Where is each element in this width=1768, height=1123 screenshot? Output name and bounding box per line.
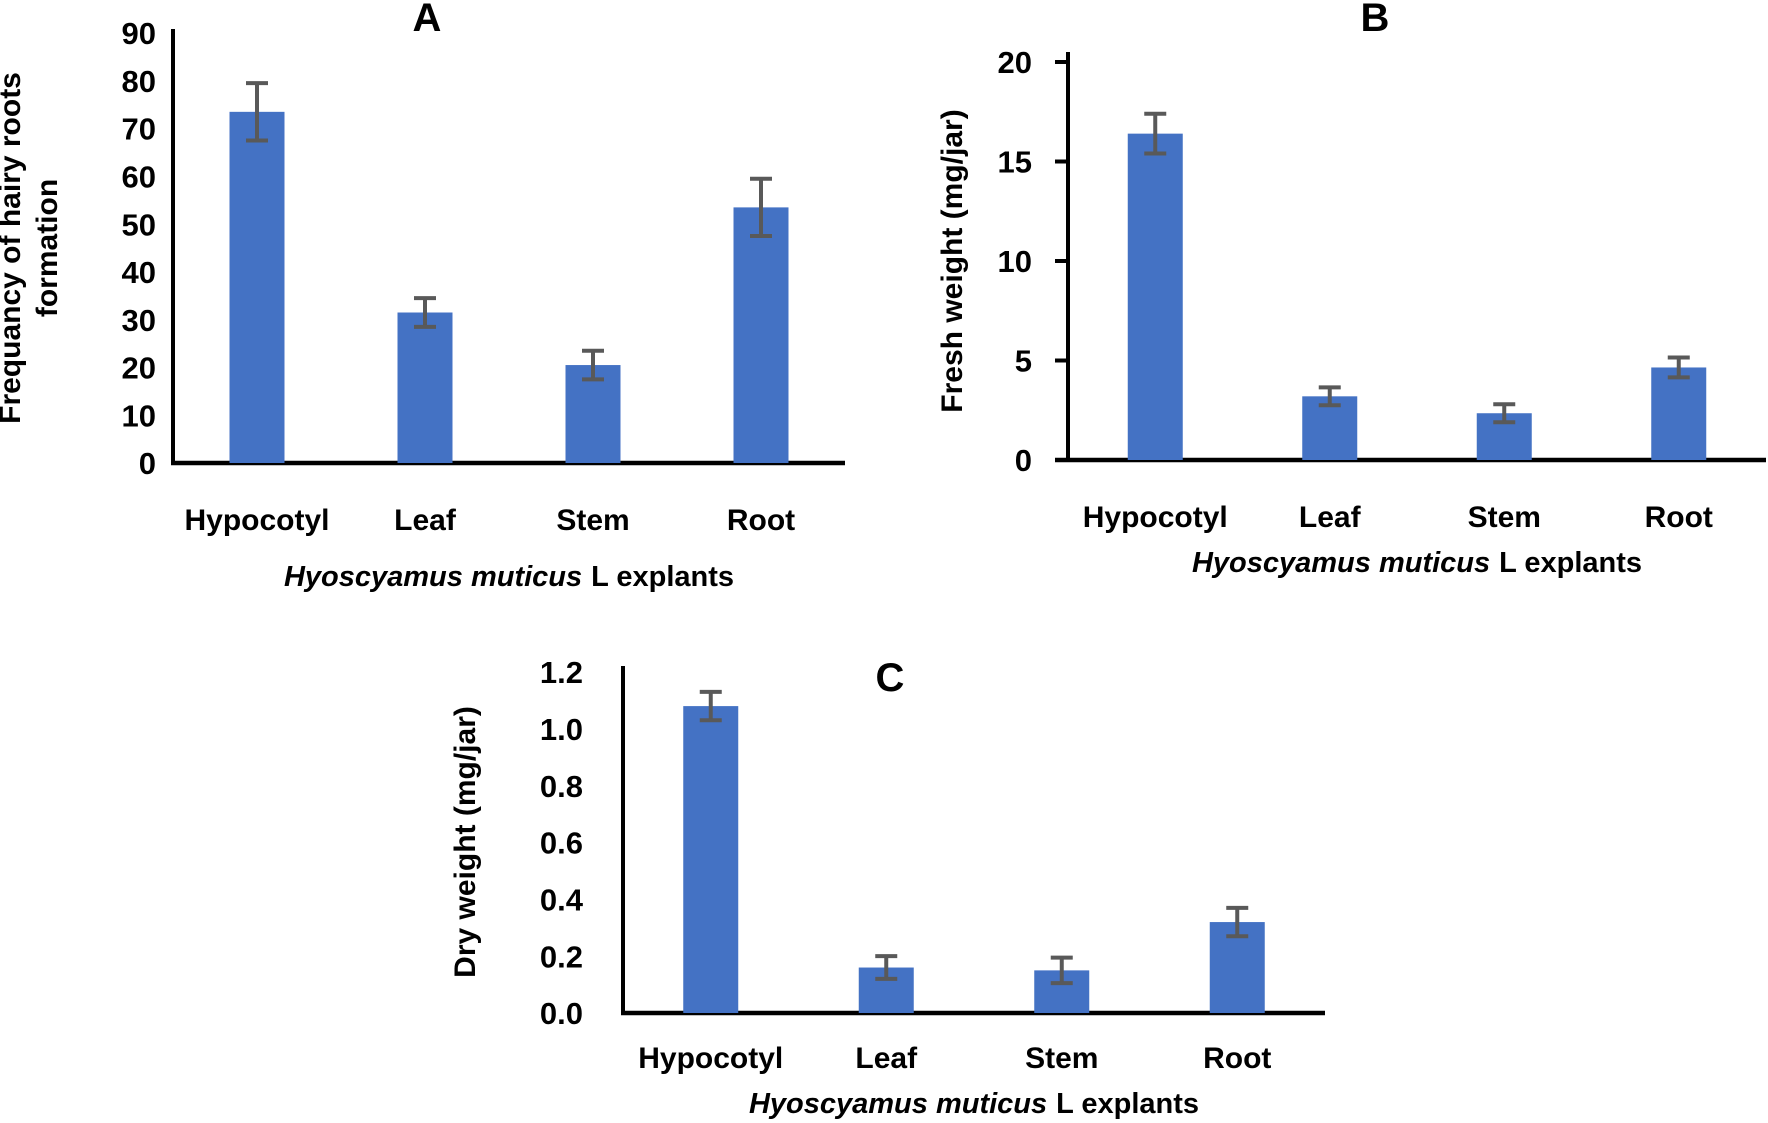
bar-chart-b: 0 5 10 15 20 Hypocotyl Leaf Stem RootHyoscyamus …	[936, 45, 1766, 579]
y-tick-label: 40	[122, 255, 156, 290]
y-tick-label: 30	[122, 303, 156, 338]
x-axis-title: Hyoscyamus muticus L explants	[1192, 547, 1642, 579]
category-label: Leaf	[1299, 501, 1362, 534]
bar-hypocotyl	[683, 706, 739, 1013]
y-tick-label: 0.0	[540, 996, 583, 1031]
chart-panel-a: A 0 10 20 30 40 50 60 70 80 90 Hypocotyl Leaf Stem Ro…	[0, 0, 880, 600]
category-label: Root	[1203, 1042, 1271, 1075]
y-tick-label: 50	[122, 207, 156, 242]
y-tick-label: 0.6	[540, 826, 583, 861]
category-label: Hypocotyl	[184, 504, 329, 537]
category-label: Stem	[1025, 1042, 1098, 1075]
y-tick-label: 0.8	[540, 769, 583, 804]
category-label: Stem	[1468, 501, 1541, 534]
bar-root	[1651, 367, 1707, 460]
y-axis-title: Fresh weight (mg/jar)	[936, 109, 969, 412]
y-tick-label: 10	[998, 244, 1032, 279]
y-tick-label: 1.2	[540, 655, 583, 690]
bar-root	[733, 207, 789, 463]
y-axis-title: Frequancy of hairy roots	[0, 72, 27, 424]
y-tick-label: 20	[122, 351, 156, 386]
y-tick-label: 70	[122, 112, 156, 147]
y-tick-label: 10	[122, 398, 156, 433]
panel-label-b: B	[1360, 0, 1390, 40]
y-axis-title: Dry weight (mg/jar)	[449, 706, 482, 978]
bar-chart-a: 0 10 20 30 40 50 60 70 80 90 Hypocotyl Leaf Stem Root…	[0, 16, 845, 593]
category-label: Leaf	[394, 504, 457, 537]
x-axis-title: Hyoscyamus muticus L explants	[284, 561, 734, 593]
y-tick-label: 90	[122, 16, 156, 51]
y-axis-title: formation	[31, 179, 64, 317]
y-tick-label: 15	[998, 145, 1032, 180]
x-axis-title: Hyoscyamus muticus L explants	[749, 1088, 1199, 1120]
y-tick-label: 0	[1015, 443, 1032, 478]
category-label: Leaf	[855, 1042, 918, 1075]
y-tick-label: 80	[122, 64, 156, 99]
y-tick-label: 0.2	[540, 939, 583, 974]
category-label: Stem	[556, 504, 629, 537]
y-tick-label: 20	[998, 45, 1032, 80]
panel-label-a: A	[412, 0, 442, 40]
bar-hypocotyl	[229, 111, 285, 463]
y-tick-label: 1.0	[540, 712, 583, 747]
chart-panel-b: B 0 5 10 15 20 Hypocotyl Leaf Stem Root Hyoscyamu…	[888, 0, 1768, 600]
y-tick-label: 0.4	[540, 882, 584, 917]
y-tick-label: 5	[1015, 344, 1032, 379]
chart-panel-c: C 0.0 0.2 0.4 0.6 0.8 1.0 1.2 Hypocotyl Leaf Stem…	[380, 560, 1380, 1123]
category-label: Root	[1645, 501, 1713, 534]
category-label: Hypocotyl	[638, 1042, 783, 1075]
bar-chart-c: 0.0 0.2 0.4 0.6 0.8 1.0 1.2 Hypocotyl Leaf Stem Ro…	[449, 655, 1325, 1120]
panel-label-c: C	[875, 656, 905, 700]
category-label: Hypocotyl	[1083, 501, 1228, 534]
y-tick-label: 0	[139, 446, 156, 481]
y-tick-label: 60	[122, 159, 156, 194]
bar-leaf	[397, 312, 453, 463]
bar-hypocotyl	[1127, 133, 1183, 460]
category-label: Root	[727, 504, 795, 537]
